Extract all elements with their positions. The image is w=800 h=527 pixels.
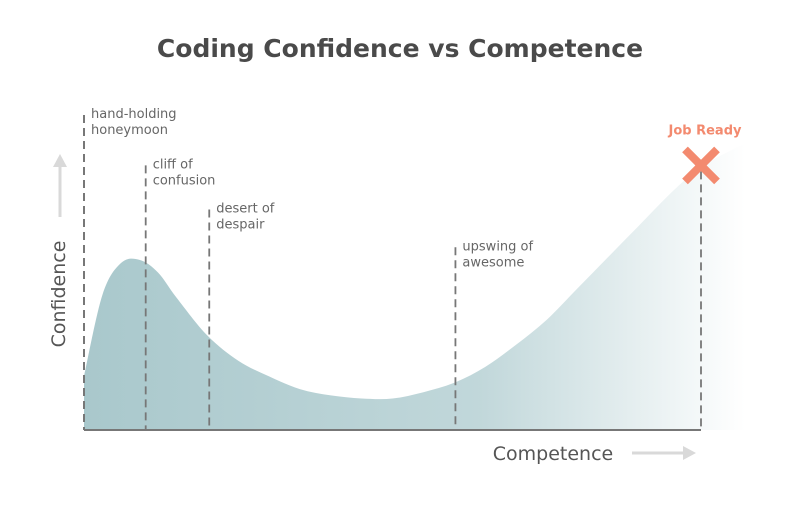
phase-label-line: desert of (216, 202, 275, 217)
target-x-stroke (682, 146, 720, 185)
x-axis-label: Competence (493, 443, 613, 465)
phase-label-line: awesome (462, 255, 524, 270)
y-axis-label: Confidence (48, 241, 70, 348)
phase-label-line: confusion (153, 173, 216, 188)
curve-area (84, 143, 745, 430)
phase-label-line: hand-holding (91, 107, 177, 122)
phase-label: cliff of confusion (153, 157, 216, 188)
x-arrow-head (683, 446, 696, 460)
chart-title: Coding Confidence vs Competence (156, 34, 644, 63)
y-direction-arrow-icon (53, 154, 67, 217)
x-direction-arrow-icon (632, 446, 696, 460)
phase-label: desert of despair (216, 202, 275, 233)
phase-label-line: despair (216, 218, 265, 233)
phase-label: hand-holding honeymoon (91, 107, 177, 138)
phase-label: upswing of awesome (462, 239, 533, 270)
phase-label-line: honeymoon (91, 123, 168, 138)
target-x-icon (682, 146, 720, 185)
y-arrow-head (53, 154, 67, 167)
phase-label-line: cliff of (153, 157, 193, 172)
phase-label-line: upswing of (462, 239, 533, 254)
target-label: Job Ready (668, 123, 743, 138)
